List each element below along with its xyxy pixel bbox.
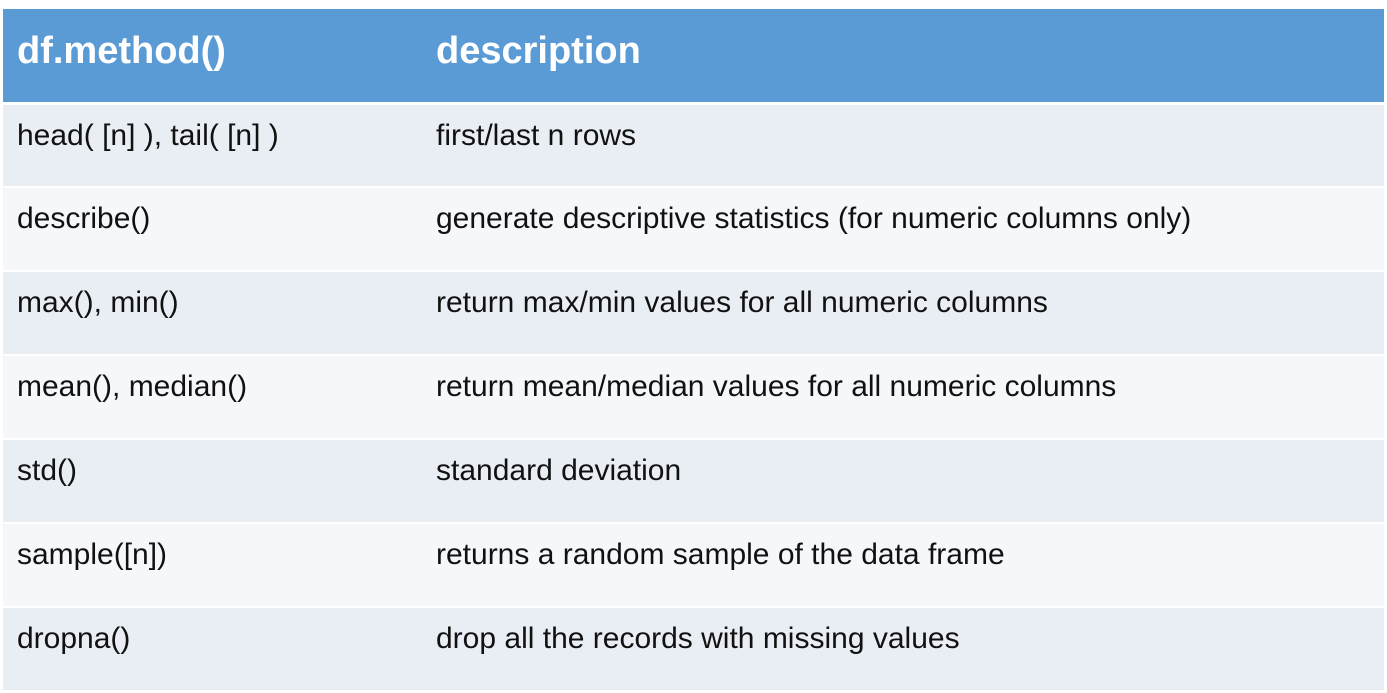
table-header: df.method() description — [3, 9, 1384, 105]
method-cell: mean(), median() — [3, 354, 422, 440]
table-row: describe() generate descriptive statisti… — [3, 186, 1384, 272]
table-body: head( [n] ), tail( [n] ) first/last n ro… — [3, 102, 1384, 692]
method-cell: sample([n]) — [3, 522, 422, 608]
table-row: mean(), median() return mean/median valu… — [3, 354, 1384, 440]
header-description: description — [422, 9, 1384, 105]
table-row: max(), min() return max/min values for a… — [3, 270, 1384, 356]
description-cell: return mean/median values for all numeri… — [422, 354, 1384, 440]
description-cell: returns a random sample of the data fram… — [422, 522, 1384, 608]
table-row: dropna() drop all the records with missi… — [3, 606, 1384, 692]
description-cell: return max/min values for all numeric co… — [422, 270, 1384, 356]
method-table: df.method() description head( [n] ), tai… — [3, 9, 1384, 692]
table-row: head( [n] ), tail( [n] ) first/last n ro… — [3, 102, 1384, 188]
method-table-container: df.method() description head( [n] ), tai… — [3, 9, 1384, 692]
method-cell: std() — [3, 438, 422, 524]
method-cell: dropna() — [3, 606, 422, 692]
table-row: sample([n]) returns a random sample of t… — [3, 522, 1384, 608]
description-cell: generate descriptive statistics (for num… — [422, 186, 1384, 272]
method-cell: max(), min() — [3, 270, 422, 356]
method-cell: describe() — [3, 186, 422, 272]
description-cell: first/last n rows — [422, 102, 1384, 188]
description-cell: standard deviation — [422, 438, 1384, 524]
description-cell: drop all the records with missing values — [422, 606, 1384, 692]
header-row: df.method() description — [3, 9, 1384, 105]
table-row: std() standard deviation — [3, 438, 1384, 524]
header-method: df.method() — [3, 9, 422, 105]
method-cell: head( [n] ), tail( [n] ) — [3, 102, 422, 188]
